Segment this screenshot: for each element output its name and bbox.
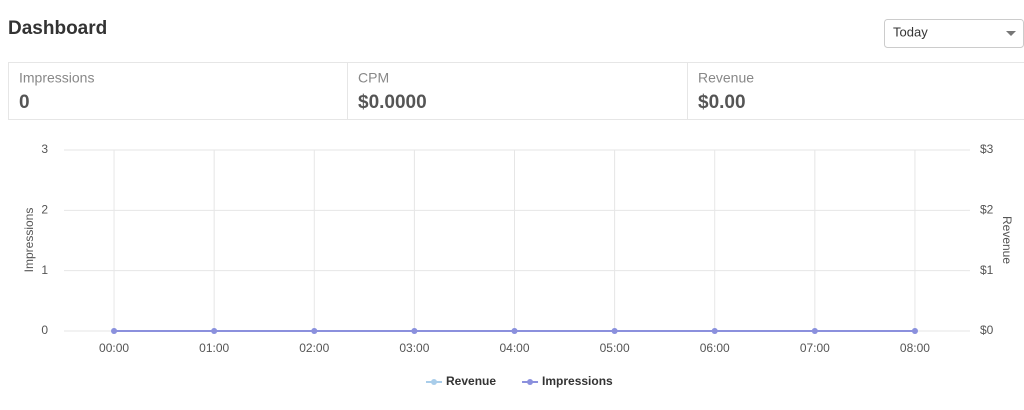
stat-value: $0.00 (698, 92, 746, 113)
x-tick-label: 08:00 (900, 341, 930, 355)
x-tick-label: 02:00 (299, 341, 329, 355)
legend-label[interactable]: Impressions (542, 374, 613, 388)
x-tick-label: 01:00 (199, 341, 229, 355)
select-value[interactable]: Today (893, 24, 928, 39)
y2-tick-label: $3 (980, 142, 994, 156)
stat-label: Impressions (19, 70, 94, 86)
y-tick-label: 3 (41, 142, 48, 156)
data-point (311, 328, 318, 334)
select-arrow[interactable] (1006, 31, 1016, 36)
legend-label[interactable]: Revenue (446, 374, 496, 388)
y2-tick-label: $0 (980, 323, 994, 337)
x-tick-label: 05:00 (600, 341, 630, 355)
x-tick-label: 06:00 (700, 341, 730, 355)
y-tick-label: 1 (41, 263, 48, 277)
stat-value: 0 (19, 92, 30, 113)
x-tick-label: 07:00 (800, 341, 830, 355)
data-point (411, 328, 418, 334)
data-point (611, 328, 618, 334)
data-point (911, 328, 918, 334)
y2-axis-title: Revenue (1000, 216, 1014, 264)
y2-tick-label: $1 (980, 263, 994, 277)
y-axis-title: Impressions (22, 208, 36, 273)
stat-label: CPM (358, 70, 389, 86)
data-point (711, 328, 718, 334)
data-point (811, 328, 818, 334)
data-point (511, 328, 518, 334)
legend-marker[interactable] (431, 379, 437, 385)
y-tick-label: 0 (41, 323, 48, 337)
stats-strip (8, 62, 1024, 120)
x-tick-label: 00:00 (99, 341, 129, 355)
data-point (111, 328, 118, 334)
x-tick-label: 03:00 (399, 341, 429, 355)
x-tick-label: 04:00 (499, 341, 529, 355)
data-point (211, 328, 218, 334)
y-tick-label: 2 (41, 203, 48, 217)
legend-marker[interactable] (527, 379, 534, 385)
page-title: Dashboard (8, 18, 107, 39)
range-select[interactable]: Today (884, 19, 1024, 48)
stat-value: $0.0000 (358, 92, 427, 113)
y2-tick-label: $2 (980, 203, 994, 217)
stat-label: Revenue (698, 70, 754, 86)
